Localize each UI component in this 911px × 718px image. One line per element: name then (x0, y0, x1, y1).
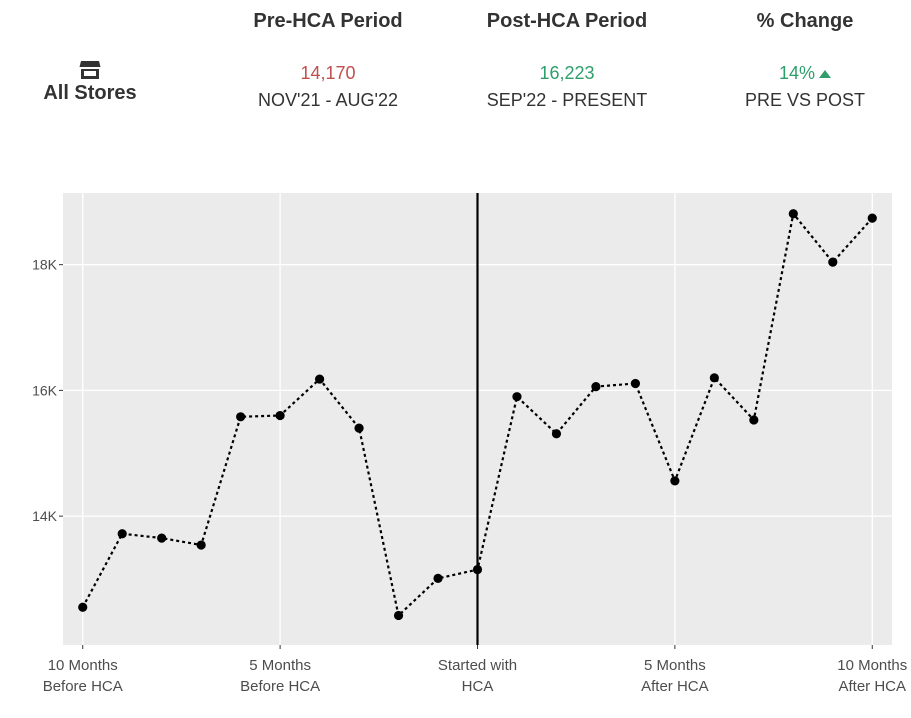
x-tick-label: After HCA (839, 678, 907, 695)
pre-period-range: NOV'21 - AUG'22 (258, 90, 398, 110)
data-point (472, 564, 483, 575)
post-period-value: 16,223 (539, 63, 595, 83)
x-tick-label: Before HCA (240, 678, 320, 695)
data-point (354, 423, 364, 433)
data-point (551, 429, 562, 439)
data-point (196, 540, 206, 550)
chart-container: 14K 16K 18K 10 Months Before HCA 5 Months Befo… (0, 180, 911, 713)
data-point (275, 410, 285, 421)
data-point (117, 529, 127, 539)
kpi-header: All Stores Pre-HCA Period 14,170 NOV'21 … (0, 0, 911, 130)
change-value-wrap: 14% (778, 63, 832, 84)
x-tick-label: HCA (462, 678, 494, 695)
triangle-up-icon (819, 70, 832, 79)
pre-period-value: 14,170 (300, 63, 356, 83)
store-selector[interactable]: All Stores (40, 60, 140, 105)
change-caption: PRE VS POST (744, 90, 866, 110)
data-point (749, 415, 759, 425)
data-point (157, 533, 167, 543)
data-point (433, 573, 443, 583)
change-title: % Change (756, 10, 854, 32)
y-tick-label: 14K (32, 508, 58, 524)
x-tick-label: 5 Months (644, 657, 706, 674)
data-point (867, 213, 877, 223)
data-point (78, 602, 88, 612)
post-period-title: Post-HCA Period (486, 10, 648, 32)
x-tick-label: After HCA (641, 678, 709, 695)
post-period-range: SEP'22 - PRESENT (486, 90, 648, 110)
data-point (314, 374, 325, 384)
x-tick-label: 5 Months (249, 657, 311, 674)
change-value: 14% (778, 63, 816, 83)
data-point (630, 378, 641, 389)
x-tick-label: 10 Months (837, 657, 907, 674)
data-point (670, 476, 680, 486)
x-tick-label: Before HCA (43, 678, 123, 695)
x-tick-label: Started with (438, 657, 517, 674)
data-point (512, 392, 522, 402)
line-chart: 14K 16K 18K 10 Months Before HCA 5 Months Befo… (32, 193, 907, 695)
data-point (236, 412, 246, 422)
data-point (393, 610, 404, 621)
y-tick-label: 18K (32, 257, 58, 273)
y-tick-label: 16K (32, 382, 58, 398)
data-point (828, 257, 838, 267)
pre-period-title: Pre-HCA Period (253, 10, 403, 32)
data-point (709, 373, 719, 383)
data-point (788, 209, 798, 219)
store-label: All Stores (43, 82, 137, 104)
store-icon (79, 61, 101, 79)
x-tick-label: 10 Months (48, 657, 118, 674)
data-point (591, 382, 601, 392)
